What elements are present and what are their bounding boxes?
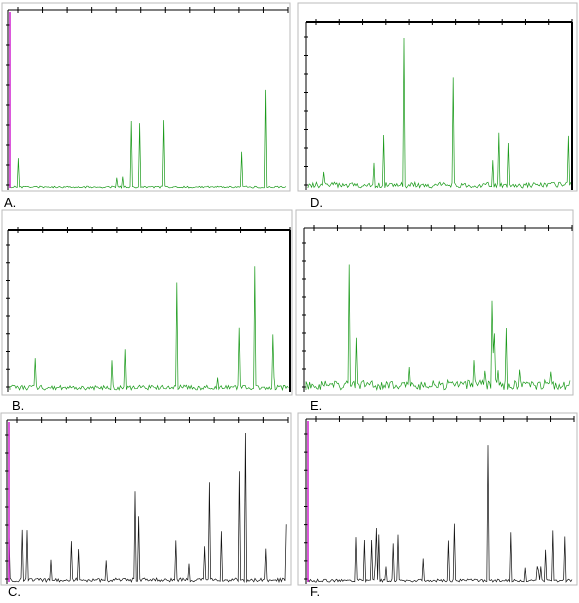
panel-frame xyxy=(1,2,291,192)
panel-label: B. xyxy=(12,398,24,413)
trace xyxy=(9,89,287,190)
trace xyxy=(8,432,287,584)
panel-frame xyxy=(0,412,292,586)
panel-label: D. xyxy=(310,195,323,210)
trace xyxy=(9,266,289,392)
panel-label: A. xyxy=(4,195,16,210)
panel-frame xyxy=(297,412,578,586)
panel-frame xyxy=(1,209,293,396)
panel-label: E. xyxy=(310,398,322,413)
trace xyxy=(307,37,572,189)
trace xyxy=(307,445,573,583)
panel-label: F. xyxy=(310,584,320,599)
panel-frame xyxy=(295,209,574,396)
panel-frame xyxy=(297,2,578,192)
panel-label: C. xyxy=(8,584,21,599)
trace xyxy=(305,264,571,392)
